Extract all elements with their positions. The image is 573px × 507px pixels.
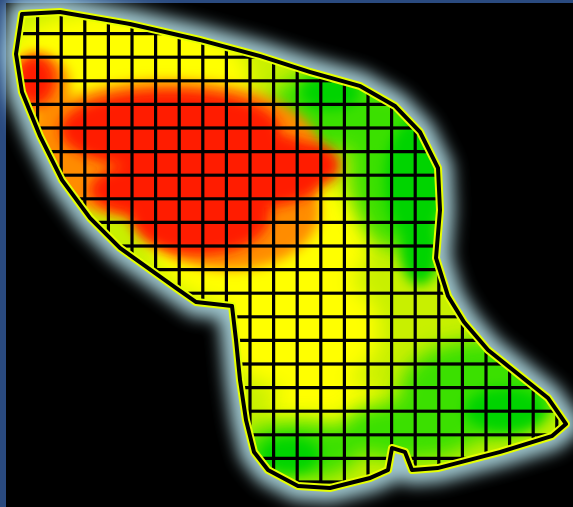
frame-left-border	[0, 0, 6, 507]
field-boundary[interactable]	[14, 10, 568, 490]
frame-top-border	[0, 0, 573, 3]
